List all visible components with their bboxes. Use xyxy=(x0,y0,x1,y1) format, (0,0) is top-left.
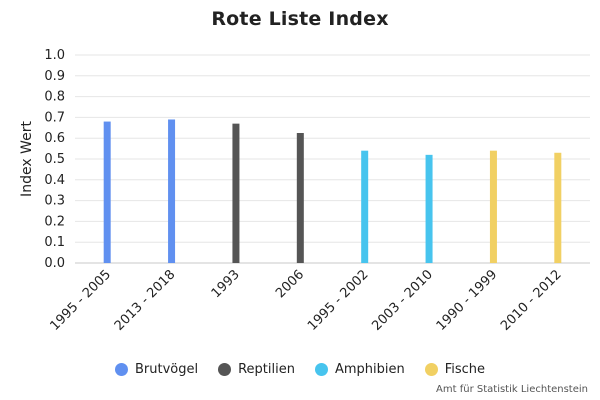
legend-item[interactable]: Brutvögel xyxy=(114,362,199,377)
y-tick-label: 0.5 xyxy=(44,152,65,167)
y-tick-label: 0.3 xyxy=(44,194,65,209)
bar xyxy=(554,152,562,263)
y-tick-label: 0.7 xyxy=(44,110,65,125)
y-tick-label: 0.9 xyxy=(44,69,65,84)
x-tick-label: 2003 - 2010 xyxy=(369,267,436,334)
legend-item[interactable]: Amphibien xyxy=(314,362,405,377)
y-tick-label: 0.1 xyxy=(44,235,65,250)
y-axis-label: Index Wert xyxy=(19,121,35,197)
y-tick-label: 1.0 xyxy=(44,48,65,63)
y-tick-label: 0.8 xyxy=(44,90,65,105)
legend-swatch xyxy=(218,363,232,376)
x-tick-label: 2013 - 2018 xyxy=(112,267,179,334)
legend-label: Brutvögel xyxy=(134,362,199,377)
bar xyxy=(168,119,176,263)
legend-label: Amphibien xyxy=(334,362,405,377)
x-tick-label: 1993 xyxy=(209,267,243,301)
chart-legend: Brutvögel Reptilien Amphibien Fische xyxy=(0,362,600,377)
chart-title: Rote Liste Index xyxy=(211,8,389,30)
y-tick-label: 0.2 xyxy=(44,214,65,229)
legend-item[interactable]: Fische xyxy=(424,362,486,377)
bar xyxy=(103,121,111,263)
legend-swatch xyxy=(314,363,328,376)
x-tick-label: 1995 - 2002 xyxy=(305,267,372,334)
legend-item[interactable]: Reptilien xyxy=(218,362,295,377)
x-tick-label: 2010 - 2012 xyxy=(498,267,565,334)
bar xyxy=(425,154,433,263)
x-tick-label: 1990 - 1999 xyxy=(434,267,501,334)
source-credit: Amt für Statistik Liechtenstein xyxy=(436,384,588,395)
x-tick-label: 1995 - 2005 xyxy=(47,267,114,334)
x-tick-label: 2006 xyxy=(273,267,307,301)
legend-label: Reptilien xyxy=(238,362,295,377)
bar xyxy=(296,133,304,263)
y-tick-label: 0.0 xyxy=(44,256,65,271)
y-tick-label: 0.4 xyxy=(44,173,65,188)
bar xyxy=(489,150,497,263)
legend-swatch xyxy=(424,363,438,376)
bar xyxy=(232,123,240,263)
legend-swatch xyxy=(114,363,128,376)
y-tick-label: 0.6 xyxy=(44,131,65,146)
bar xyxy=(361,150,369,263)
legend-label: Fische xyxy=(444,362,486,377)
